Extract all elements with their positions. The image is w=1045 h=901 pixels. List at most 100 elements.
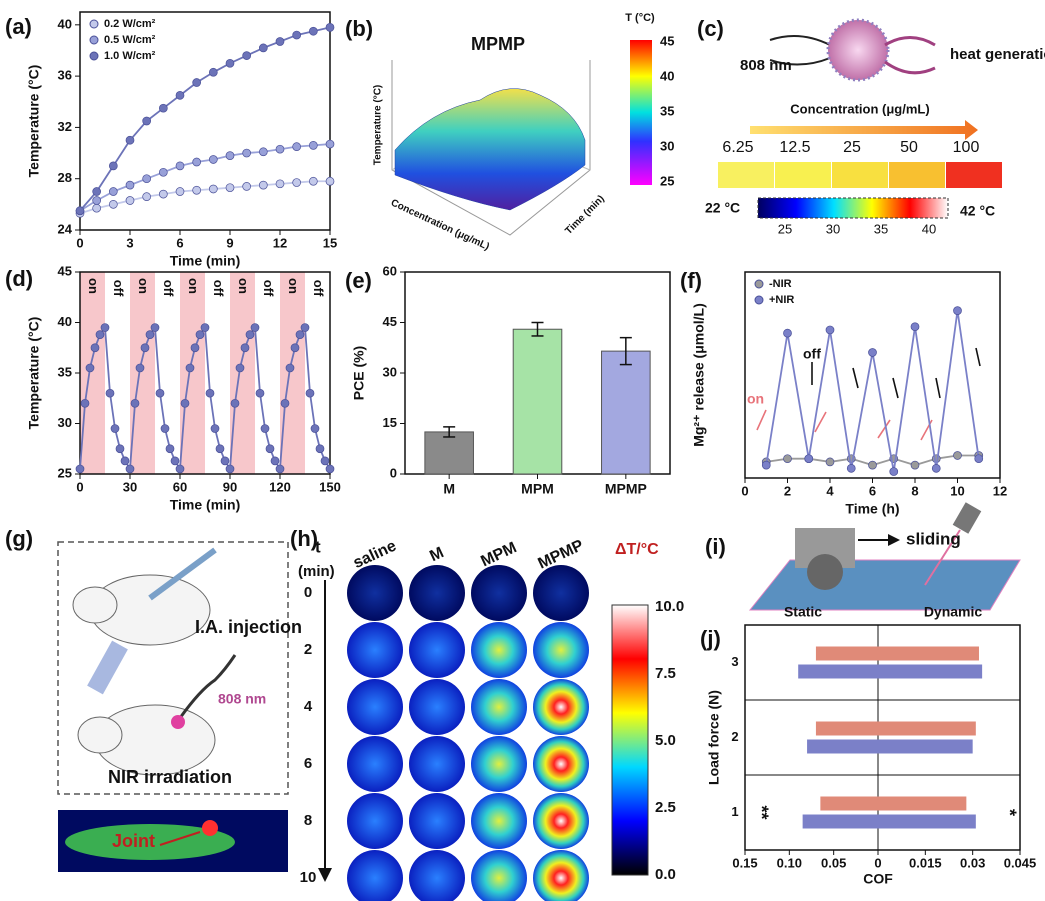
thermal-image — [471, 850, 527, 901]
data-point — [108, 161, 118, 171]
data-point — [953, 451, 962, 460]
data-point — [245, 330, 255, 339]
thermal-image — [409, 736, 465, 792]
y-tick-label: 2 — [731, 729, 738, 744]
data-point — [175, 187, 185, 196]
x-tick-label: 0.10 — [777, 855, 802, 870]
x-axis-label: Time (min) — [170, 497, 241, 513]
bar — [815, 721, 878, 736]
colorbar — [757, 197, 949, 219]
x-tick-label: MPM — [521, 481, 554, 497]
y-axis-label: Temperature (°C) — [26, 317, 42, 430]
data-point — [242, 148, 252, 158]
y-tick-label: 45 — [58, 263, 72, 278]
data-point — [195, 330, 205, 339]
thermal-image — [533, 565, 589, 621]
y-tick-label: 40 — [58, 314, 72, 329]
on-arrow — [814, 411, 827, 433]
data-point — [208, 67, 218, 77]
colorbar-tick: 35 — [660, 103, 674, 118]
laser-label: 808 nm — [218, 691, 266, 707]
colorbar — [630, 40, 652, 185]
row-label: 6 — [304, 755, 312, 772]
data-point — [255, 388, 265, 398]
data-point — [135, 363, 145, 373]
annotation: off — [803, 346, 821, 362]
x-tick-label: 10 — [950, 483, 964, 498]
off-arrow — [975, 347, 981, 367]
process-arrow — [87, 640, 128, 695]
data-point — [305, 388, 315, 398]
3d-box — [391, 60, 591, 236]
data-point — [308, 26, 318, 36]
legend-label: 0.5 W/cm² — [104, 34, 156, 46]
data-point — [142, 116, 152, 126]
data-point — [142, 174, 152, 184]
thermal-image — [347, 622, 403, 678]
y-tick-label: 30 — [383, 364, 397, 379]
data-point — [308, 176, 318, 186]
concentration-label: 6.25 — [722, 139, 753, 156]
y-axis-label: Load force (N) — [706, 690, 722, 785]
data-point — [80, 398, 90, 408]
data-point — [315, 444, 325, 454]
data-point — [125, 135, 135, 145]
data-point — [783, 328, 792, 338]
thermal-image — [409, 850, 465, 901]
x-tick-label: 0.015 — [909, 855, 942, 870]
concentration-label: 50 — [900, 139, 918, 156]
data-point — [190, 343, 200, 353]
shaded-period — [180, 272, 205, 474]
thermal-image — [347, 850, 403, 901]
shaded-period — [80, 272, 105, 474]
data-point — [250, 323, 260, 332]
data-point — [325, 139, 335, 149]
y-tick-label: 15 — [383, 415, 397, 430]
pointer — [159, 831, 201, 846]
off-label: off — [111, 280, 126, 297]
surface — [748, 559, 1021, 611]
data-point — [95, 330, 105, 339]
shaded-period — [130, 272, 155, 474]
data-point — [92, 203, 102, 213]
data-point — [868, 460, 877, 470]
data-point — [889, 467, 899, 476]
panel-title: MPMP — [471, 34, 525, 54]
data-point — [783, 454, 792, 464]
data-point — [158, 103, 168, 113]
thermal-cell — [775, 162, 831, 188]
thermal-cell — [946, 162, 1002, 188]
data-point — [100, 323, 110, 332]
x-tick-label: 8 — [911, 483, 918, 498]
on-label: on — [86, 278, 101, 294]
x-axis-label: Time (h) — [845, 501, 899, 517]
data-point — [75, 206, 85, 216]
y-tick-label: 1 — [731, 804, 738, 819]
x-tick-label: 6 — [869, 483, 876, 498]
thermal-image — [409, 793, 465, 849]
plot-frame — [744, 624, 1021, 851]
data-point — [275, 464, 285, 474]
data-point — [140, 343, 150, 353]
data-point — [846, 463, 856, 473]
data-point — [175, 91, 185, 100]
action-label: sliding — [906, 529, 961, 548]
data-point — [192, 157, 202, 167]
x-tick-label: 0.03 — [960, 855, 985, 870]
data-point — [825, 457, 835, 467]
side-title: Static — [784, 604, 822, 620]
thermal-cell — [718, 162, 774, 188]
y-tick-label: 25 — [58, 465, 72, 480]
significance: ** — [751, 805, 771, 819]
colorbar-tick: 25 — [660, 173, 674, 188]
shaded-period — [280, 272, 305, 474]
x-tick-label: 3 — [126, 235, 133, 250]
data-point — [85, 363, 95, 373]
off-arrow — [892, 377, 899, 399]
y-tick-label: 24 — [58, 221, 73, 236]
thermal-hotspot — [202, 820, 218, 836]
data-point — [242, 51, 252, 60]
data-point — [931, 463, 941, 473]
bar — [878, 664, 983, 679]
data-point — [953, 306, 962, 315]
